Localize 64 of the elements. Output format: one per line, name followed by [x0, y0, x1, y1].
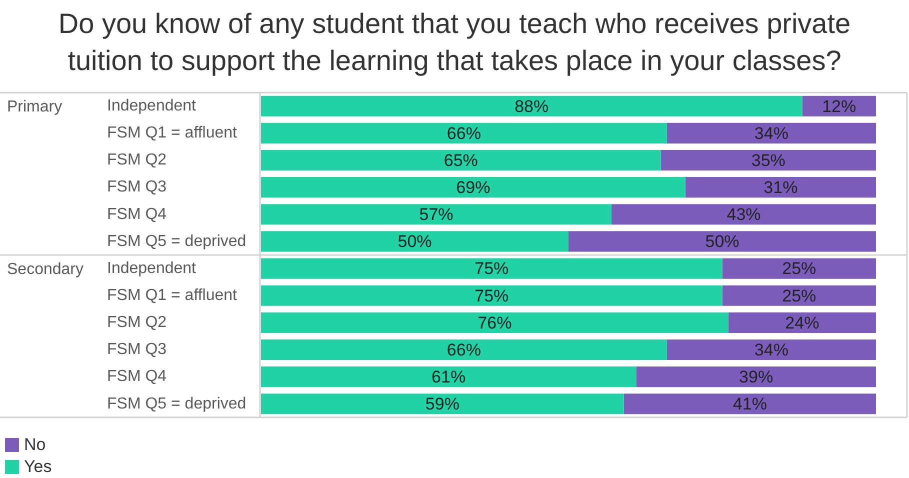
y-tick-label: FSM Q1 = affluent [107, 287, 238, 304]
bar [666, 122, 876, 144]
y-tick-label: FSM Q2 [107, 152, 167, 169]
data-label: 41% [732, 394, 767, 414]
bar [261, 231, 568, 252]
bar [728, 312, 876, 333]
data-label: 65% [444, 150, 478, 170]
bar [685, 177, 876, 198]
y-tick-label: Independent [107, 260, 197, 277]
text: Primary [7, 98, 62, 116]
data-label: 50% [705, 232, 740, 252]
chart-title: Do you know of any student that you teach who receives private tuition to support the learning that takes place in your classes? [57, 7, 852, 78]
data-label: 43% [726, 205, 761, 224]
data-label: 66% [446, 340, 481, 360]
data-label: 25% [782, 286, 816, 306]
data-label: 39% [739, 367, 774, 386]
y-tick-label: FSM Q5 = deprived [107, 232, 246, 250]
data-label: 76% [478, 313, 512, 332]
data-label: 75% [474, 259, 509, 278]
bar [636, 366, 876, 388]
y-tick-label: FSM Q3 [107, 341, 167, 358]
y-tick-label: FSM Q4 [107, 368, 167, 386]
text: Secondary [7, 260, 84, 278]
bar [261, 177, 686, 198]
data-label: 59% [425, 394, 460, 414]
y-tick-label: FSM Q1 = affluent [107, 124, 238, 142]
bar [261, 122, 667, 144]
bar [261, 285, 722, 306]
y-tick-label: FSM Q5 = deprived [107, 395, 246, 412]
data-label: 88% [514, 96, 549, 116]
y-tick-label: FSM Q4 [107, 206, 167, 223]
bar [624, 394, 876, 414]
data-label: 66% [446, 124, 481, 143]
y-tick-label: FSM Q3 [107, 178, 167, 196]
bar [261, 339, 667, 360]
data-label: 12% [822, 96, 856, 116]
data-label: 75% [474, 286, 509, 306]
bar [612, 204, 876, 225]
data-label: 35% [751, 150, 786, 170]
data-label: 61% [432, 367, 466, 386]
data-label: 50% [398, 232, 432, 252]
data-label: 25% [782, 259, 816, 278]
bar [261, 366, 636, 388]
bar [261, 394, 624, 414]
data-label: 31% [764, 178, 798, 198]
bar [261, 150, 661, 171]
bar [722, 258, 876, 279]
bar [261, 204, 612, 225]
data-label: 57% [419, 205, 454, 224]
data-label: 34% [754, 340, 788, 360]
bar [261, 312, 728, 333]
legend-label: Yes [24, 456, 52, 478]
data-label: 34% [754, 124, 788, 143]
data-label: 24% [785, 313, 820, 332]
bar [261, 96, 802, 116]
bar [261, 258, 722, 279]
data-label: 69% [456, 178, 490, 198]
bar [660, 150, 876, 171]
y-tick-label: Independent [107, 98, 197, 115]
bar [666, 339, 876, 360]
legend-label: No [24, 434, 46, 456]
y-tick-label: FSM Q2 [107, 314, 167, 332]
bar [722, 285, 876, 306]
bar [568, 231, 876, 252]
